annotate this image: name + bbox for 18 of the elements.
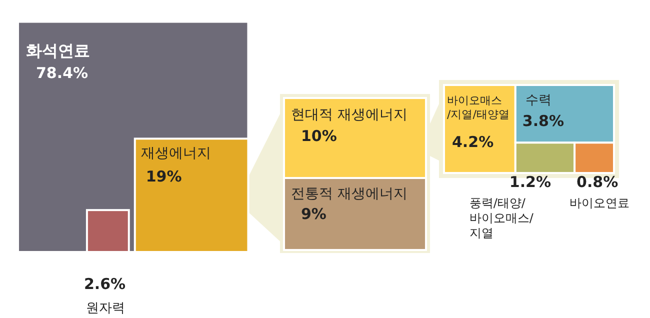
- data-label: 78.4%: [36, 64, 88, 82]
- data-label: 4.2%: [452, 133, 494, 151]
- data-label: 19%: [146, 168, 182, 186]
- category-label: 화석연료: [26, 40, 90, 60]
- category-label: 수력: [525, 93, 552, 108]
- category-label: 바이오매스 /지열/태양열: [447, 94, 510, 121]
- category-label: 풍력/태양/ 바이오매스/ 지열: [469, 196, 534, 240]
- data-label: 2.6%: [84, 275, 126, 293]
- category-label: 전통적 재생에너지: [291, 186, 408, 202]
- category-label: 재생에너지: [140, 146, 211, 162]
- data-label: 10%: [301, 127, 337, 145]
- data-label: 1.2%: [509, 173, 552, 191]
- data-label: 0.8%: [576, 173, 618, 191]
- category-label: 바이오연료: [570, 196, 630, 210]
- data-label: 3.8%: [522, 112, 564, 130]
- category-label: 현대적 재생에너지: [291, 107, 408, 123]
- data-label: 9%: [301, 205, 326, 223]
- category-label: 원자력: [86, 301, 125, 316]
